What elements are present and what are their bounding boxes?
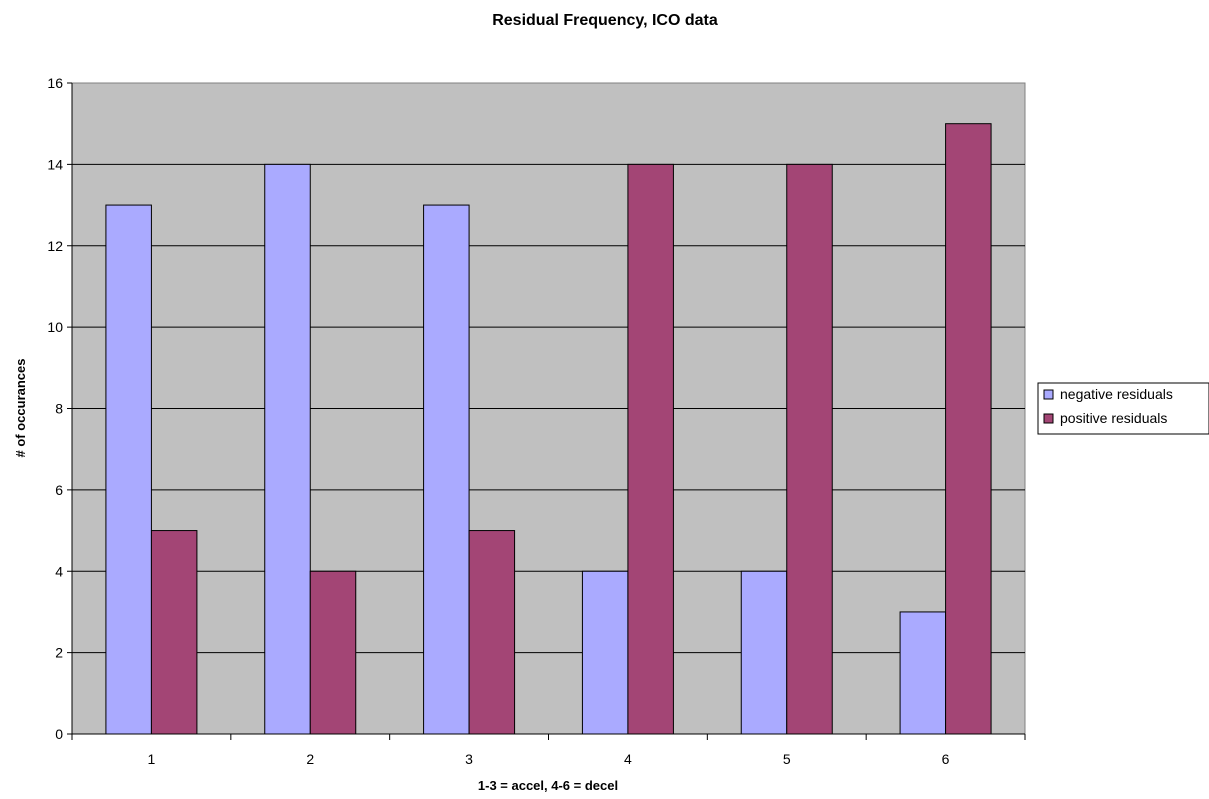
legend-label: positive residuals bbox=[1060, 410, 1167, 426]
bars bbox=[105, 123, 992, 735]
x-tick-label: 2 bbox=[306, 751, 314, 767]
chart-title: Residual Frequency, ICO data bbox=[492, 12, 718, 29]
legend-label: negative residuals bbox=[1060, 386, 1173, 402]
y-tick-label: 16 bbox=[47, 75, 63, 91]
legend-swatch bbox=[1043, 389, 1054, 400]
bar-positive-residuals bbox=[627, 163, 674, 735]
bar-negative-residuals bbox=[264, 163, 311, 735]
legend: negative residuals positive residuals bbox=[1037, 382, 1209, 435]
y-tick-label: 12 bbox=[47, 238, 63, 254]
bar-positive-residuals bbox=[150, 530, 198, 735]
y-axis: 0 2 4 6 8 10 12 14 16 bbox=[47, 75, 73, 742]
legend-box bbox=[1037, 382, 1209, 435]
y-tick-label: 4 bbox=[55, 563, 63, 579]
y-tick-label: 2 bbox=[55, 645, 63, 661]
x-tick-label: 6 bbox=[942, 751, 950, 767]
x-tick-label: 5 bbox=[783, 751, 791, 767]
legend-swatch bbox=[1043, 413, 1054, 424]
x-ticks: 1 2 3 4 5 6 bbox=[71, 734, 1026, 767]
y-tick-label: 10 bbox=[47, 319, 63, 335]
x-tick-label: 4 bbox=[624, 751, 632, 767]
y-tick-label: 8 bbox=[55, 401, 63, 417]
plot-area bbox=[71, 82, 1026, 735]
bar-positive-residuals bbox=[468, 530, 516, 735]
bar-negative-residuals bbox=[423, 204, 470, 735]
bar-positive-residuals bbox=[945, 123, 992, 735]
bar-negative-residuals bbox=[581, 570, 629, 735]
bar-positive-residuals bbox=[309, 570, 357, 735]
y-tick-label: 14 bbox=[47, 156, 63, 172]
x-tick-label: 3 bbox=[465, 751, 473, 767]
y-tick-label: 6 bbox=[55, 482, 63, 498]
bar-negative-residuals bbox=[740, 570, 788, 735]
y-axis-title: # of occurances bbox=[13, 359, 28, 458]
gridlines bbox=[72, 163, 1025, 654]
legend-items: negative residuals positive residuals bbox=[1043, 386, 1173, 426]
x-axis: 1 2 3 4 5 6 bbox=[71, 733, 1026, 767]
bar-negative-residuals bbox=[899, 611, 947, 735]
y-tick-label: 0 bbox=[55, 726, 63, 742]
bar-negative-residuals bbox=[105, 204, 152, 735]
y-ticks: 0 2 4 6 8 10 12 14 16 bbox=[47, 75, 72, 742]
bar-positive-residuals bbox=[786, 163, 833, 735]
x-axis-title: 1-3 = accel, 4-6 = decel bbox=[478, 778, 618, 793]
x-tick-label: 1 bbox=[148, 751, 156, 767]
